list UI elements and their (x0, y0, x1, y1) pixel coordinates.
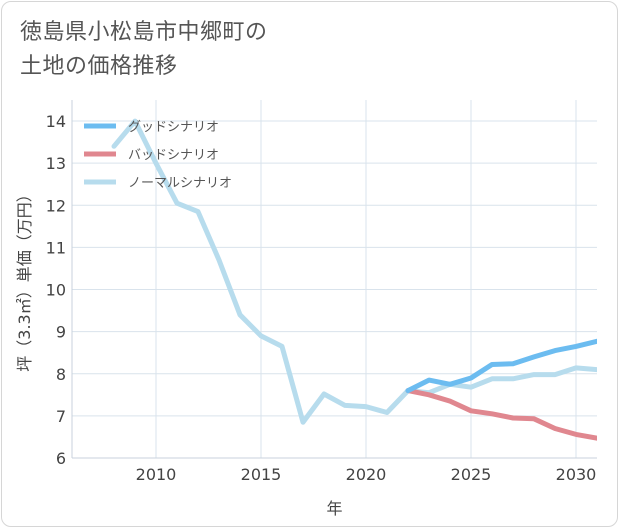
x-tick-label: 2020 (346, 465, 387, 484)
legend-label-1: バッドシナリオ (128, 148, 219, 163)
y-tick-label: 7 (56, 407, 66, 426)
legend-label-2: ノーマルシナリオ (128, 176, 232, 191)
tick-labels: 6 7 8 9 10 11 12 13 14 2010 2015 2020 2025 2030 (46, 112, 597, 484)
chart-title: 徳島県小松島市中郷町の 土地の価格推移 (20, 16, 540, 84)
series-line-0 (405, 338, 597, 394)
x-tick-label: 2030 (556, 465, 597, 484)
y-tick-label: 10 (46, 281, 66, 300)
chart-title-line-1: 徳島県小松島市中郷町の (20, 20, 268, 45)
x-tick-label: 2010 (136, 465, 177, 484)
y-tick-label: 12 (46, 196, 66, 215)
y-tick-label: 14 (46, 112, 66, 131)
series-line-2 (111, 118, 597, 425)
x-tick-label: 2025 (451, 465, 492, 484)
y-tick-label: 6 (56, 449, 66, 468)
series-line-1 (405, 388, 597, 441)
y-axis-title: 坪（3.3㎡）単価（万円） (15, 186, 34, 371)
chart-title-line-2: 土地の価格推移 (20, 54, 178, 79)
y-tick-label: 9 (56, 323, 66, 342)
x-tick-label: 2015 (241, 465, 282, 484)
y-tick-label: 11 (46, 238, 66, 257)
axes (71, 100, 597, 459)
y-tick-label: 8 (56, 365, 66, 384)
x-axis-title: 年 (326, 499, 342, 518)
series-lines (111, 118, 597, 441)
y-tick-label: 13 (46, 154, 66, 173)
legend-label-0: グッドシナリオ (128, 120, 219, 135)
